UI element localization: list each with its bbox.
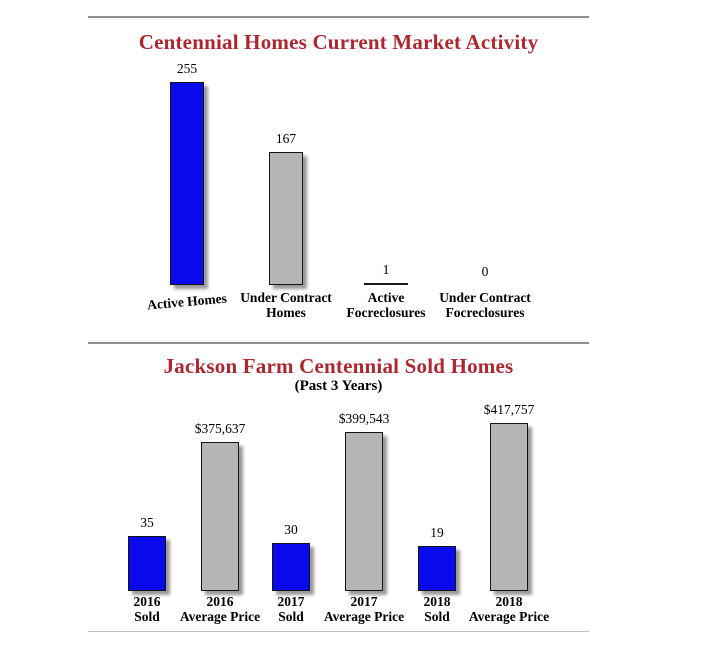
category-label: Under Contract Focreclosures — [415, 290, 555, 320]
category-line: 2016 — [133, 594, 161, 609]
divider-line-bottom — [88, 631, 589, 632]
category-line: 2017 — [277, 594, 305, 609]
category-line: Homes — [266, 305, 306, 320]
bar-2016-sold — [128, 536, 166, 591]
bar-group: 19 — [367, 398, 507, 591]
divider-line-middle — [88, 342, 589, 344]
category-label: 2017 Average Price — [294, 594, 434, 624]
bar-value-label: 30 — [284, 522, 298, 537]
category-line: Focreclosures — [346, 305, 426, 320]
bar-group: 167 — [216, 55, 356, 285]
category-line: Average Price — [179, 609, 261, 624]
category-line: Under Contract — [439, 290, 531, 305]
category-line: Under Contract — [240, 290, 332, 305]
bar-value-label: 167 — [275, 131, 297, 146]
bar-value-label: $399,543 — [338, 411, 390, 426]
category-label: Active Focreclosures — [316, 290, 456, 320]
chart-title: Centennial Homes Current Market Activity — [138, 30, 539, 54]
category-line: 2018 — [495, 594, 523, 609]
category-line: Active — [367, 290, 405, 305]
bar-value-label: 255 — [176, 61, 198, 76]
category-line: Sold — [278, 609, 304, 624]
chart-title: Jackson Farm Centennial Sold Homes — [163, 354, 514, 378]
bar-group: 255 — [117, 55, 257, 285]
bar-2018-sold — [418, 546, 456, 591]
bar-active-foreclosures — [364, 283, 408, 285]
bar-value-label: 35 — [140, 515, 154, 530]
bar-active-homes — [170, 82, 204, 285]
bar-value-label: 19 — [430, 525, 444, 540]
bar-2017-average-price — [345, 432, 383, 591]
bar-value-label: 0 — [481, 264, 489, 279]
category-line: 2016 — [206, 594, 234, 609]
category-line: Sold — [134, 609, 160, 624]
divider-line-top — [88, 16, 589, 18]
bar-2017-sold — [272, 543, 310, 591]
bar-group: 35 — [77, 398, 217, 591]
bar-group: 30 — [221, 398, 361, 591]
category-label: 2018 Sold — [367, 594, 507, 624]
bar-value-label: 1 — [382, 262, 390, 277]
bar-2018-average-price — [490, 423, 528, 591]
bar-group: 0 — [415, 55, 555, 285]
bar-value-label: $375,637 — [194, 421, 246, 436]
category-line: Average Price — [468, 609, 550, 624]
bar-2016-average-price — [201, 442, 239, 591]
category-line: Focreclosures — [445, 305, 525, 320]
category-line: 2018 — [423, 594, 451, 609]
category-line: Sold — [424, 609, 450, 624]
chart-subtitle: (Past 3 Years) — [294, 378, 383, 394]
category-label: 2016 Sold — [77, 594, 217, 624]
bar-group: 1 — [316, 55, 456, 285]
category-label: 2016 Average Price — [150, 594, 290, 624]
category-line: Average Price — [323, 609, 405, 624]
bar-group: $417,757 — [439, 398, 579, 591]
category-label: Under Contract Homes — [216, 290, 356, 320]
category-label: 2018 Average Price — [439, 594, 579, 624]
bar-under-contract-homes — [269, 152, 303, 285]
category-line: 2017 — [350, 594, 378, 609]
category-label: 2017 Sold — [221, 594, 361, 624]
bar-group: $399,543 — [294, 398, 434, 591]
bar-value-label: $417,757 — [483, 402, 535, 417]
bar-group: $375,637 — [150, 398, 290, 591]
